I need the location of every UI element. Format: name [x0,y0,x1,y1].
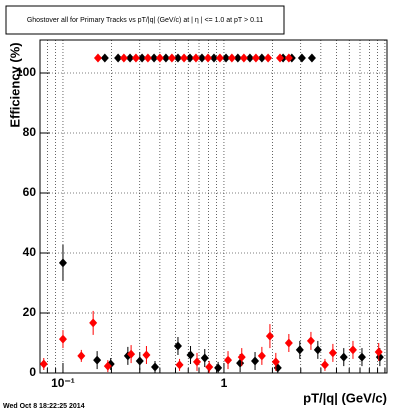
point [100,53,109,63]
point [257,351,266,361]
point [167,53,176,63]
point [239,53,248,63]
point [142,350,151,360]
point [237,352,246,362]
point [284,338,293,348]
x-tick-label: 1 [221,376,228,390]
point [151,362,160,372]
y-axis-label: Efficiency (%) [7,42,22,127]
point [150,53,159,63]
point [173,341,182,351]
point [307,53,316,63]
point [93,355,102,365]
title-box [5,5,285,35]
y-tick-label: 20 [23,305,37,319]
point [127,349,136,359]
point [138,53,147,63]
point [233,53,242,63]
point [339,352,348,362]
point [245,53,254,63]
point [175,360,184,370]
x-axis-label: pT/|q| (GeV/c) [303,390,387,405]
point [276,53,285,63]
point [58,258,67,268]
point [143,53,152,63]
point [58,334,67,344]
chart-title: Ghostover all for Primary Tracks vs pT/|… [27,17,263,24]
point [320,360,329,370]
point [186,350,195,360]
plot-area: 10⁻¹ 1 0 20 40 60 80 100 [16,39,388,390]
point [89,318,98,328]
point [192,357,201,367]
y-tick-label: 0 [29,365,36,379]
plot-frame [39,39,388,374]
point [214,363,223,373]
point [205,362,214,372]
point [257,53,266,63]
point [295,345,304,355]
point [328,348,337,358]
y-tick-label: 60 [23,185,37,199]
point [191,53,200,63]
point [77,351,86,361]
point [357,352,366,362]
point [161,53,170,63]
timestamp: Wed Oct 8 18:22:25 2014 [3,403,85,410]
point [119,53,128,63]
point [126,53,135,63]
point [180,53,189,63]
point [227,53,236,63]
point [155,53,164,63]
point [297,53,306,63]
point [93,53,102,63]
point [103,361,112,371]
point [264,53,273,63]
point [197,53,206,63]
y-tick-label: 40 [23,245,37,259]
point [200,353,209,363]
point [313,345,322,355]
point [39,359,48,369]
point [215,53,224,63]
y-tick-label: 80 [23,125,37,139]
y-tick-label: 100 [16,65,36,79]
point [265,331,274,341]
point [209,53,218,63]
point [114,53,123,63]
point [306,336,315,346]
point [284,53,293,63]
point [251,53,260,63]
point [224,355,233,365]
point [222,53,231,63]
point [131,53,140,63]
point [348,345,357,355]
x-tick-label: 10⁻¹ [51,376,75,390]
point [251,356,260,366]
point [374,347,383,357]
point [173,53,182,63]
point [203,53,212,63]
point [271,357,280,367]
point [135,356,144,366]
point [185,53,194,63]
